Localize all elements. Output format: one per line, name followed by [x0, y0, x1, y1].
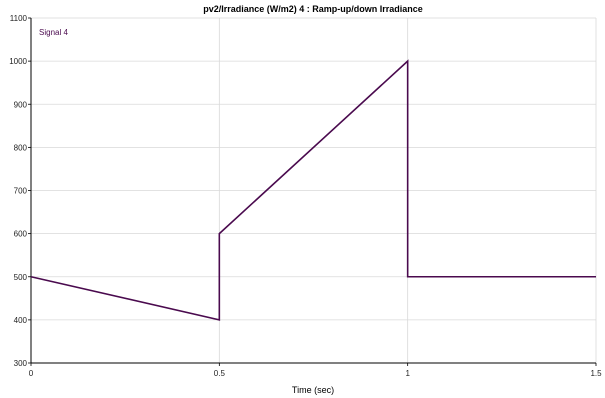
x-tick-label: 1 [405, 369, 410, 378]
x-tick-label: 1.5 [590, 369, 602, 378]
grid [30, 17, 597, 364]
y-tick-label: 500 [14, 273, 28, 282]
axes [28, 17, 597, 366]
x-axis-label: Time (sec) [292, 385, 334, 395]
y-tick-label: 900 [14, 100, 28, 109]
y-tick-label: 300 [14, 359, 28, 368]
tick-labels: 300 400 500 600 700 800 900 1000 1100 0 0.5 1 1.5 [9, 14, 602, 378]
y-tick-label: 1000 [9, 57, 27, 66]
legend-signal-4: Signal 4 [39, 28, 68, 37]
series-line-signal-4 [30, 59, 596, 321]
x-tick-label: 0.5 [214, 369, 226, 378]
y-tick-label: 800 [14, 143, 28, 152]
y-tick-label: 600 [14, 230, 28, 239]
y-tick-label: 1100 [10, 14, 28, 23]
chart-title: pv2/Irradiance (W/m2) 4 : Ramp-up/down I… [203, 4, 423, 14]
y-tick-label: 700 [14, 187, 28, 196]
x-tick-label: 0 [29, 369, 34, 378]
y-tick-label: 400 [14, 316, 28, 325]
series-layer [30, 59, 597, 321]
